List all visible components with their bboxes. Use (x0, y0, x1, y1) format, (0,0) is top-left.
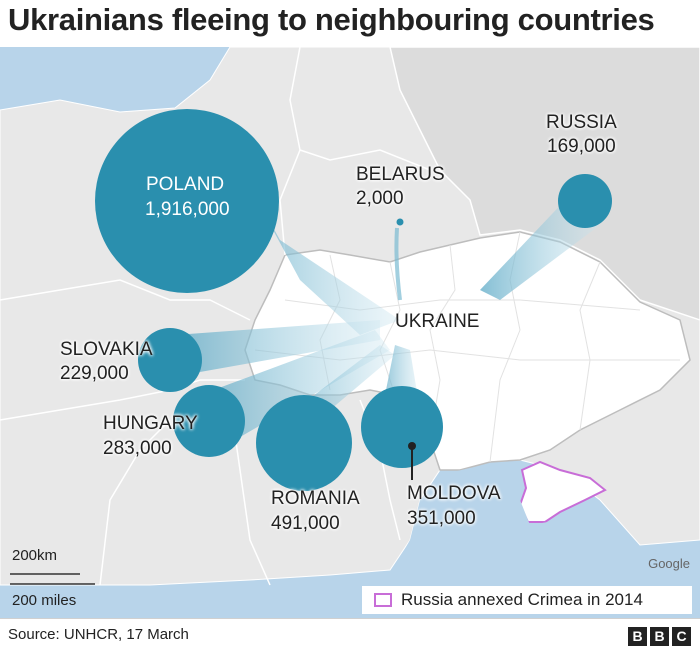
circle-russia[interactable] (558, 174, 612, 228)
circle-belarus[interactable] (396, 218, 404, 226)
label-hungary-value: 283,000 (103, 438, 172, 459)
flow-hungary (200, 330, 390, 440)
label-slovakia-value: 229,000 (60, 363, 129, 384)
source-text: Source: UNHCR, 17 March (8, 626, 189, 643)
moldova-pointer (408, 442, 416, 480)
scale-km-label: 200km (12, 547, 58, 564)
map[interactable]: POLAND 1,916,000 RUSSIA 169,000 BELARUS … (0, 47, 700, 618)
legend: Russia annexed Crimea in 2014 (362, 586, 692, 614)
bbc-logo-letter-1: B (628, 627, 647, 646)
label-romania-value: 491,000 (271, 513, 340, 534)
circle-hungary[interactable] (173, 385, 245, 457)
footer: Source: UNHCR, 17 March B B C (0, 618, 700, 652)
bbc-logo: B B C (628, 627, 691, 646)
scale-miles-label: 200 miles (12, 592, 77, 609)
label-belarus-name: BELARUS (356, 164, 445, 185)
label-slovakia-name: SLOVAKIA (60, 339, 153, 360)
label-moldova-value: 351,000 (407, 508, 476, 529)
crimea-legend-swatch (374, 593, 392, 607)
flow-belarus (394, 227, 402, 301)
bbc-logo-letter-3: C (672, 627, 691, 646)
flow-bands (175, 150, 600, 440)
label-poland-name: POLAND (146, 174, 225, 195)
label-belarus-value: 2,000 (356, 188, 404, 209)
label-russia-value: 169,000 (547, 136, 616, 157)
map-attribution: Google (648, 556, 690, 571)
label-moldova-name: MOLDOVA (407, 483, 501, 504)
map-title: Ukrainians fleeing to neighbouring count… (8, 2, 655, 37)
circle-moldova[interactable] (361, 386, 443, 468)
russia-land (389, 47, 700, 321)
circle-romania[interactable] (256, 395, 352, 491)
legend-label: Russia annexed Crimea in 2014 (401, 590, 643, 609)
crimea (518, 460, 607, 523)
flow-slovakia (175, 320, 380, 372)
label-russia-name: RUSSIA (546, 112, 617, 133)
label-ukraine: UKRAINE (395, 311, 480, 332)
flow-poland (230, 150, 400, 335)
baltic-sea (0, 47, 210, 110)
bbc-logo-letter-2: B (650, 627, 669, 646)
circle-poland[interactable] (95, 109, 279, 293)
scale-bar (10, 573, 95, 585)
circle-slovakia[interactable] (138, 328, 202, 392)
label-hungary-name: HUNGARY (103, 413, 198, 434)
black-sea (380, 468, 700, 618)
refugee-circles (95, 109, 612, 491)
label-poland-value: 1,916,000 (145, 199, 230, 220)
label-romania-name: ROMANIA (271, 488, 360, 509)
map-svg (0, 47, 700, 618)
